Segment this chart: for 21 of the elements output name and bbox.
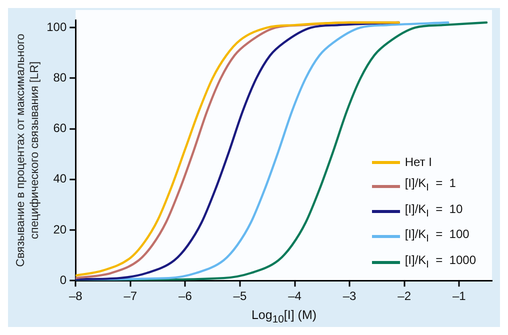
x-tick-label: –4 <box>288 289 302 304</box>
y-tick-label: 100 <box>46 20 67 34</box>
legend-label: [I]/K$_{I}$ = 100 <box>404 226 470 247</box>
legend-label: Нет I <box>404 154 432 172</box>
x-tick-label: –2 <box>398 289 412 304</box>
y-tick-label: 40 <box>53 172 67 186</box>
y-tick-label: 80 <box>53 70 67 85</box>
x-tick-label: –3 <box>342 289 357 304</box>
x-tick-label: –6 <box>178 289 192 304</box>
x-tick-label: –8 <box>68 289 83 304</box>
legend-label: [I]/K$_{I}$ = 1 <box>404 175 456 196</box>
y-tick-label: 60 <box>53 121 67 136</box>
x-axis-title: Log$_{10}$[I] (M) <box>250 308 318 325</box>
x-tick-label: –5 <box>233 289 247 304</box>
legend-label: [I]/K$_{I}$ = 10 <box>404 200 463 222</box>
y-tick-label: 20 <box>53 222 67 236</box>
x-tick-label: –1 <box>452 289 466 304</box>
y-axis-title: Связывание в процентах от максимального специфического связывания [LR] <box>15 34 41 267</box>
x-tick-label: –7 <box>124 289 138 304</box>
legend-label: [I]/K$_{I}$ = 1000 <box>404 252 476 272</box>
y-tick-label: 0 <box>60 272 67 287</box>
